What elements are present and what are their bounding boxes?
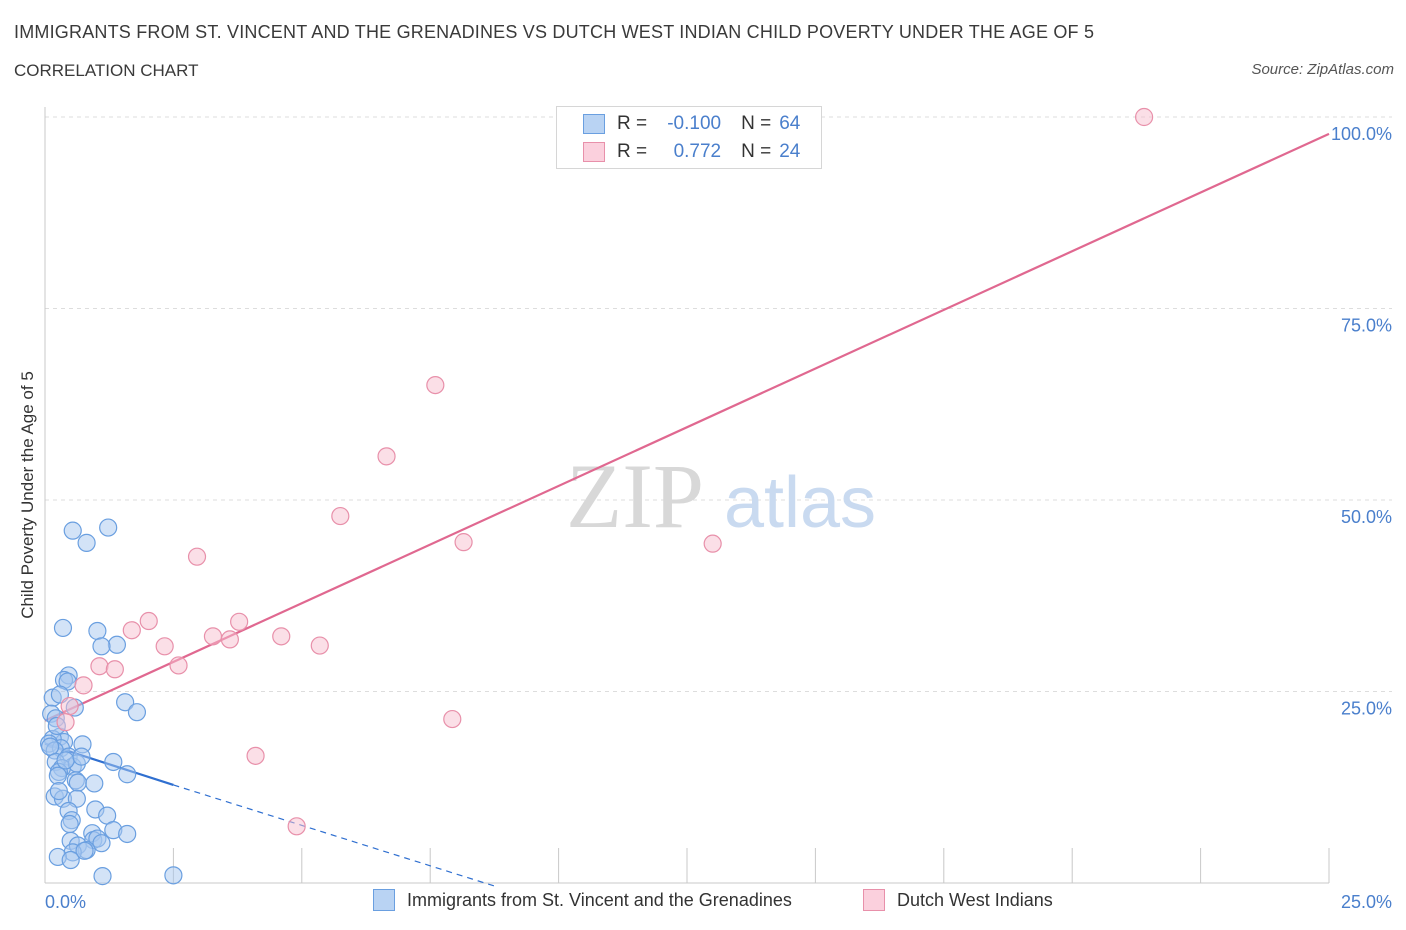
point-immigrants (88, 621, 107, 641)
source-label: Source: ZipAtlas.com (1251, 61, 1394, 78)
r-value: 0.772 (673, 141, 722, 162)
n-label: N = (741, 113, 772, 134)
y-axis-label: Child Poverty Under the Age of 5 (18, 371, 37, 619)
point-immigrants (116, 693, 135, 712)
point-dutch-west-indians (377, 447, 396, 466)
point-dutch-west-indians (246, 746, 265, 765)
y-tick-label: 25.0% (1341, 699, 1392, 719)
point-dutch-west-indians (443, 709, 462, 729)
point-immigrants (99, 518, 118, 537)
chart-subtitle: CORRELATION CHART (14, 61, 199, 80)
point-dutch-west-indians (56, 713, 75, 732)
point-immigrants (85, 774, 104, 793)
chart-title: IMMIGRANTS FROM ST. VINCENT AND THE GREN… (14, 22, 1095, 42)
point-dutch-west-indians (60, 696, 79, 716)
x-tick-label: 25.0% (1341, 892, 1392, 912)
n-value: 64 (779, 113, 801, 134)
point-dutch-west-indians (139, 611, 158, 631)
point-immigrants (60, 814, 79, 834)
pink-legend-swatch (863, 889, 885, 911)
data-points (40, 107, 1154, 886)
point-immigrants (93, 867, 112, 886)
legend-label: Immigrants from St. Vincent and the Gren… (407, 889, 792, 910)
stats-legend: R = -0.100 N = 64 R = 0.772 N = 24 (556, 106, 822, 169)
point-dutch-west-indians (105, 660, 124, 679)
point-dutch-west-indians (169, 656, 188, 675)
n-value: 24 (779, 141, 801, 162)
point-dutch-west-indians (454, 533, 473, 552)
point-immigrants (61, 850, 80, 870)
point-dutch-west-indians (272, 627, 291, 646)
point-immigrants (48, 766, 67, 785)
y-tick-label: 100.0% (1331, 124, 1392, 144)
point-immigrants (118, 824, 137, 844)
point-dutch-west-indians (230, 612, 249, 631)
x-tick-label: 0.0% (45, 892, 86, 912)
watermark-zip: ZIP (566, 445, 704, 547)
legend-item-immigrants: Immigrants from St. Vincent and the Gren… (373, 889, 792, 911)
y-tick-label: 50.0% (1341, 507, 1392, 527)
r-value: -0.100 (667, 113, 722, 134)
point-dutch-west-indians (426, 376, 445, 395)
point-immigrants (56, 751, 75, 770)
point-immigrants (75, 841, 94, 860)
point-immigrants (49, 781, 68, 801)
point-immigrants (104, 752, 123, 772)
grid-layer (45, 116, 1392, 692)
point-immigrants (72, 747, 91, 766)
blue-swatch (583, 114, 605, 134)
point-immigrants (77, 533, 96, 552)
point-immigrants (164, 866, 183, 885)
pink-swatch (583, 142, 605, 162)
point-immigrants (41, 737, 60, 756)
y-tick-label: 75.0% (1341, 316, 1392, 336)
point-immigrants (92, 834, 111, 853)
stats-row-blue: R = -0.100 N = 64 (583, 112, 800, 136)
point-immigrants (53, 618, 73, 638)
tick-labels: 25.0% 50.0% 75.0% 100.0% 0.0% 25.0% (45, 124, 1392, 912)
n-label: N = (741, 141, 772, 162)
point-dutch-west-indians (220, 630, 239, 649)
point-dutch-west-indians (331, 506, 350, 526)
point-dutch-west-indians (310, 636, 329, 655)
trend-line-dutch-west-indians (44, 132, 1330, 722)
legend-label: Dutch West Indians (897, 889, 1053, 910)
point-dutch-west-indians (1135, 107, 1154, 127)
point-dutch-west-indians (90, 657, 109, 676)
stats-row-pink: R = 0.772 N = 24 (583, 140, 800, 164)
point-immigrants (68, 773, 87, 792)
r-label: R = (617, 141, 648, 162)
point-dutch-west-indians (155, 637, 174, 656)
trend-line-immigrants-dashed (173, 784, 498, 888)
point-dutch-west-indians (703, 534, 722, 553)
watermark-atlas: atlas (724, 463, 876, 543)
point-dutch-west-indians (187, 547, 207, 566)
point-immigrants (107, 635, 127, 654)
point-immigrants (118, 765, 137, 784)
watermark: ZIP atlas (566, 445, 876, 547)
legend-item-dutch-west-indians: Dutch West Indians (863, 889, 1053, 911)
point-dutch-west-indians (287, 817, 306, 836)
r-label: R = (617, 113, 648, 134)
point-dutch-west-indians (74, 676, 93, 695)
point-immigrants (92, 637, 111, 656)
point-dutch-west-indians (122, 621, 141, 640)
point-immigrants (63, 521, 82, 540)
blue-legend-swatch (373, 889, 395, 911)
point-immigrants (127, 703, 147, 722)
point-dutch-west-indians (203, 627, 223, 646)
